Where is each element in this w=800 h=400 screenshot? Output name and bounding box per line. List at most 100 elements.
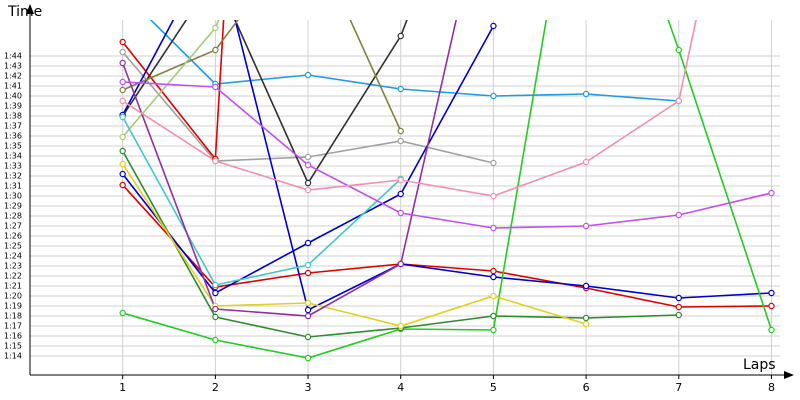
lap-marker [212,289,219,297]
lap-marker [304,161,312,169]
lap-marker [304,269,312,277]
x-tick-label: 6 [583,381,590,394]
lap-marker [490,267,497,275]
series-line [122,20,697,197]
x-tick-label: 7 [675,381,682,394]
lap-marker [582,314,590,322]
lap-marker [212,281,219,289]
lap-marker [119,147,126,155]
x-tick-label: 8 [768,381,775,394]
lap-marker [675,311,682,319]
lap-marker [119,38,126,46]
lap-marker [582,320,590,328]
y-tick-label: 1:30 [4,192,22,201]
y-tick-label: 1:33 [4,162,22,171]
y-tick-label: 1:29 [4,202,22,211]
lap-marker [212,313,219,321]
lap-marker [304,299,312,307]
lap-marker [490,192,497,200]
lap-marker [490,92,497,100]
series-line [122,20,773,359]
y-tick-label: 1:31 [4,182,22,191]
lap-marker [490,292,497,300]
lap-marker [582,222,590,230]
lap-marker [397,260,404,268]
x-axis-arrow [784,371,794,379]
y-tick-label: 1:23 [4,262,22,271]
lap-marker [675,46,682,54]
y-tick-label: 1:41 [4,82,22,91]
lap-marker [304,186,312,194]
lap-marker [582,90,590,98]
y-tick-label: 1:28 [4,212,22,221]
lap-marker [304,153,312,161]
y-tick-label: 1:32 [4,172,22,181]
series-line [122,163,587,327]
lap-marker [675,303,682,311]
y-tick-label: 1:25 [4,242,22,251]
lap-marker [397,32,404,40]
y-tick-label: 1:21 [4,282,22,291]
series-line [122,81,772,229]
series-line [122,20,402,132]
lap-marker [768,326,775,334]
lap-marker [490,22,497,30]
y-tick-label: 1:20 [4,292,22,301]
lap-marker [768,189,775,197]
x-tick-label: 3 [305,381,312,394]
lap-marker [582,282,590,290]
lap-marker [304,71,312,79]
lap-marker [490,312,497,320]
series-line [121,20,772,312]
lap-marker [397,85,404,93]
lap-marker [304,333,312,341]
lap-marker [397,190,404,198]
lap-marker [397,176,404,184]
y-axis-label: Time [7,4,42,20]
lap-marker [304,354,312,362]
lap-marker [119,309,126,317]
lap-marker [119,59,126,67]
lap-marker [119,48,126,56]
lap-marker [397,137,404,145]
lap-marker [212,83,219,91]
lap-marker [119,160,126,168]
lap-marker [675,294,682,302]
lap-marker [212,24,219,32]
y-axis-arrow [26,4,34,14]
y-tick-label: 1:26 [4,232,22,241]
lap-marker [212,157,219,165]
lap-marker [490,159,497,167]
lap-marker [397,209,404,217]
lap-marker [304,306,312,314]
x-axis-label: Laps [743,357,776,373]
x-tick-label: 4 [397,381,404,394]
y-tick-label: 1:18 [4,312,22,321]
y-tick-label: 1:36 [4,132,22,141]
lap-marker [675,97,682,105]
x-tick-label: 5 [490,381,497,394]
lap-marker [119,78,126,86]
lap-marker [212,305,219,313]
lap-marker [119,86,126,94]
y-tick-label: 1:35 [4,142,22,151]
y-tick-label: 1:38 [4,112,22,121]
lap-marker [768,289,775,297]
x-tick-label: 2 [212,381,219,394]
lap-marker [304,261,312,269]
lap-marker [397,127,404,135]
y-tick-label: 1:37 [4,122,22,131]
lap-marker [119,113,126,121]
lap-marker [119,181,126,189]
lap-marker [490,224,497,232]
y-tick-label: 1:40 [4,92,22,101]
lap-marker [119,97,126,105]
lap-marker [212,336,219,344]
x-tick-label: 1 [119,381,126,394]
y-tick-label: 1:39 [4,102,22,111]
lap-marker [119,133,126,141]
series-line [121,116,402,286]
y-tick-label: 1:22 [4,272,22,281]
